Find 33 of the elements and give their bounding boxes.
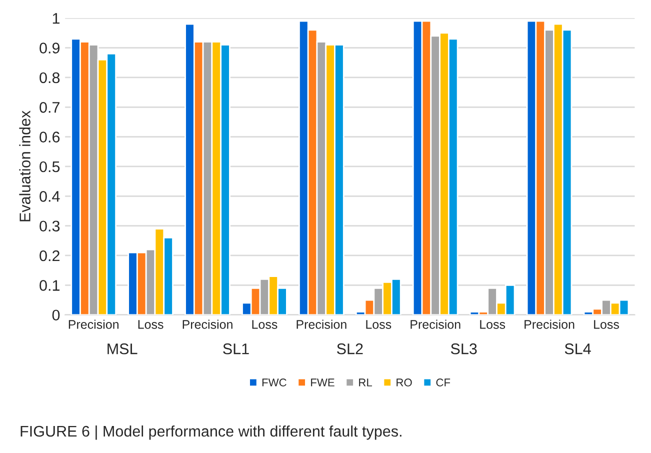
y-tick-label: 0.1	[40, 280, 60, 291]
legend-label: FWE	[311, 378, 334, 386]
legend-label: CF	[436, 378, 450, 386]
y-tick-label: 0.3	[40, 220, 60, 232]
y-tick-label: 0.2	[40, 250, 60, 262]
x-tick-label: Loss	[138, 320, 164, 329]
y-tick-label: 0.5	[40, 161, 60, 172]
text: SL1	[223, 343, 249, 354]
legend-label: FWC	[262, 378, 286, 386]
y-axis-title: Evaluation index	[19, 110, 30, 222]
x-tick-label: Loss	[366, 320, 392, 329]
x-tick-label: Precision	[410, 320, 460, 329]
y-tick-label: 0	[52, 310, 60, 321]
x-tick-label: Precision	[68, 320, 118, 329]
text: SL4	[564, 343, 591, 354]
y-tick-label: 1	[52, 13, 60, 24]
y-tick-label: 0.6	[40, 132, 60, 142]
text: SL2	[337, 343, 363, 354]
text: MSL	[108, 343, 138, 354]
y-tick-label: 0.4	[40, 191, 60, 202]
x-tick-label: Loss	[594, 320, 619, 329]
text: SL3	[450, 343, 477, 354]
y-tick-label: 0.9	[40, 42, 60, 54]
x-tick-label: Precision	[524, 320, 574, 329]
y-tick-label: 0.8	[40, 72, 60, 84]
y-tick-label: 0.7	[40, 102, 60, 113]
legend-label: RL	[359, 378, 372, 386]
x-tick-label: Loss	[252, 320, 278, 329]
legend-label: RO	[396, 378, 412, 386]
x-tick-label: Precision	[296, 320, 346, 329]
caption: FIGURE 6 | Model performance with different fault types.	[20, 425, 402, 440]
x-tick-label: Loss	[480, 320, 506, 329]
x-tick-label: Precision	[182, 320, 232, 329]
